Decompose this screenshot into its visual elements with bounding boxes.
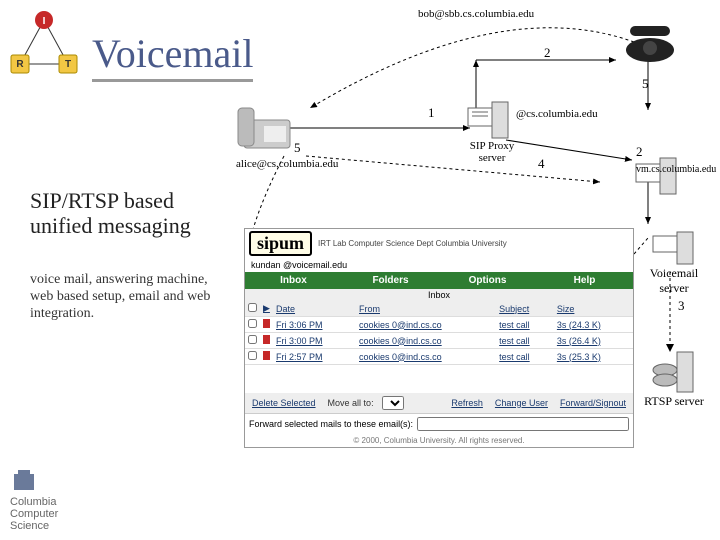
row-checkbox[interactable] <box>248 351 257 360</box>
table-row: Fri 3:06 PM cookies 0@ind.cs.co test cal… <box>245 317 633 333</box>
sipum-meta: IRT Lab Computer Science Dept Columbia U… <box>318 239 507 248</box>
svg-text:R: R <box>16 59 24 70</box>
row-checkbox[interactable] <box>248 335 257 344</box>
step-4: 4 <box>538 156 545 172</box>
sipum-copyright: © 2000, Columbia University. All rights … <box>245 434 633 447</box>
move-label: Move all to: <box>324 398 378 408</box>
change-user-button[interactable]: Change User <box>491 398 552 408</box>
nav-inbox[interactable]: Inbox <box>245 272 342 289</box>
sipum-subhead: Inbox <box>245 289 633 301</box>
sipum-webmail: sipum IRT Lab Computer Science Dept Colu… <box>244 228 634 448</box>
rotary-phone-icon <box>620 20 680 69</box>
bob-address: bob@sbb.cs.columbia.edu <box>418 8 534 20</box>
alice-address: alice@cs.columbia.edu <box>236 158 338 170</box>
table-row: Fri 3:00 PM cookies 0@ind.cs.co test cal… <box>245 333 633 349</box>
col-subject[interactable]: Subject <box>496 301 554 317</box>
svg-text:I: I <box>43 16 46 27</box>
row-checkbox[interactable] <box>248 319 257 328</box>
page-title: Voicemail <box>92 30 253 82</box>
vm-server-icon <box>634 156 680 201</box>
select-all[interactable] <box>248 303 257 312</box>
col-date[interactable]: Date <box>273 301 356 317</box>
col-from[interactable]: From <box>356 301 496 317</box>
forward-label: Forward selected mails to these email(s)… <box>249 419 413 429</box>
step-5: 5 <box>642 76 649 92</box>
flag-icon <box>263 335 270 344</box>
description: voice mail, answering machine, web based… <box>30 272 230 322</box>
nav-folders[interactable]: Folders <box>342 272 439 289</box>
footer-text: Columbia Computer Science <box>10 496 58 532</box>
sipum-nav: Inbox Folders Options Help <box>245 272 633 289</box>
sipum-actions: Delete Selected Move all to: Refresh Cha… <box>245 393 633 413</box>
flag-icon <box>263 351 270 360</box>
sipum-user: kundan @voicemail.edu <box>245 258 633 272</box>
forward-signout-button[interactable]: Forward/Signout <box>556 398 630 408</box>
delete-button[interactable]: Delete Selected <box>248 398 320 408</box>
svg-text:T: T <box>65 59 71 70</box>
vm-domain: vm.cs.columbia.edu <box>636 164 716 175</box>
step-1: 1 <box>428 105 435 121</box>
table-row: Fri 2:57 PM cookies 0@ind.cs.co test cal… <box>245 349 633 365</box>
rtsp-server-block: RTSP server <box>644 350 704 409</box>
irt-logo: I R T <box>8 8 80 80</box>
sip-proxy-icon <box>466 100 512 145</box>
flag-icon <box>263 319 270 328</box>
footer-logo: Columbia Computer Science <box>10 466 100 532</box>
desk-phone-icon <box>236 100 300 159</box>
nav-help[interactable]: Help <box>536 272 633 289</box>
move-select[interactable] <box>382 396 404 410</box>
sipum-table: ▶ Date From Subject Size Fri 3:06 PM coo… <box>245 301 633 393</box>
proxy-label: SIP Proxy server <box>462 140 522 164</box>
step-2: 2 <box>544 45 551 61</box>
subtitle: SIP/RTSP based unified messaging <box>30 188 230 239</box>
nav-options[interactable]: Options <box>439 272 536 289</box>
proxy-domain: @cs.columbia.edu <box>516 108 598 120</box>
sipum-logo: sipum <box>249 231 312 256</box>
forward-input[interactable] <box>417 417 629 431</box>
col-size[interactable]: Size <box>554 301 633 317</box>
rtsp-label: RTSP server <box>644 394 704 408</box>
refresh-button[interactable]: Refresh <box>447 398 487 408</box>
